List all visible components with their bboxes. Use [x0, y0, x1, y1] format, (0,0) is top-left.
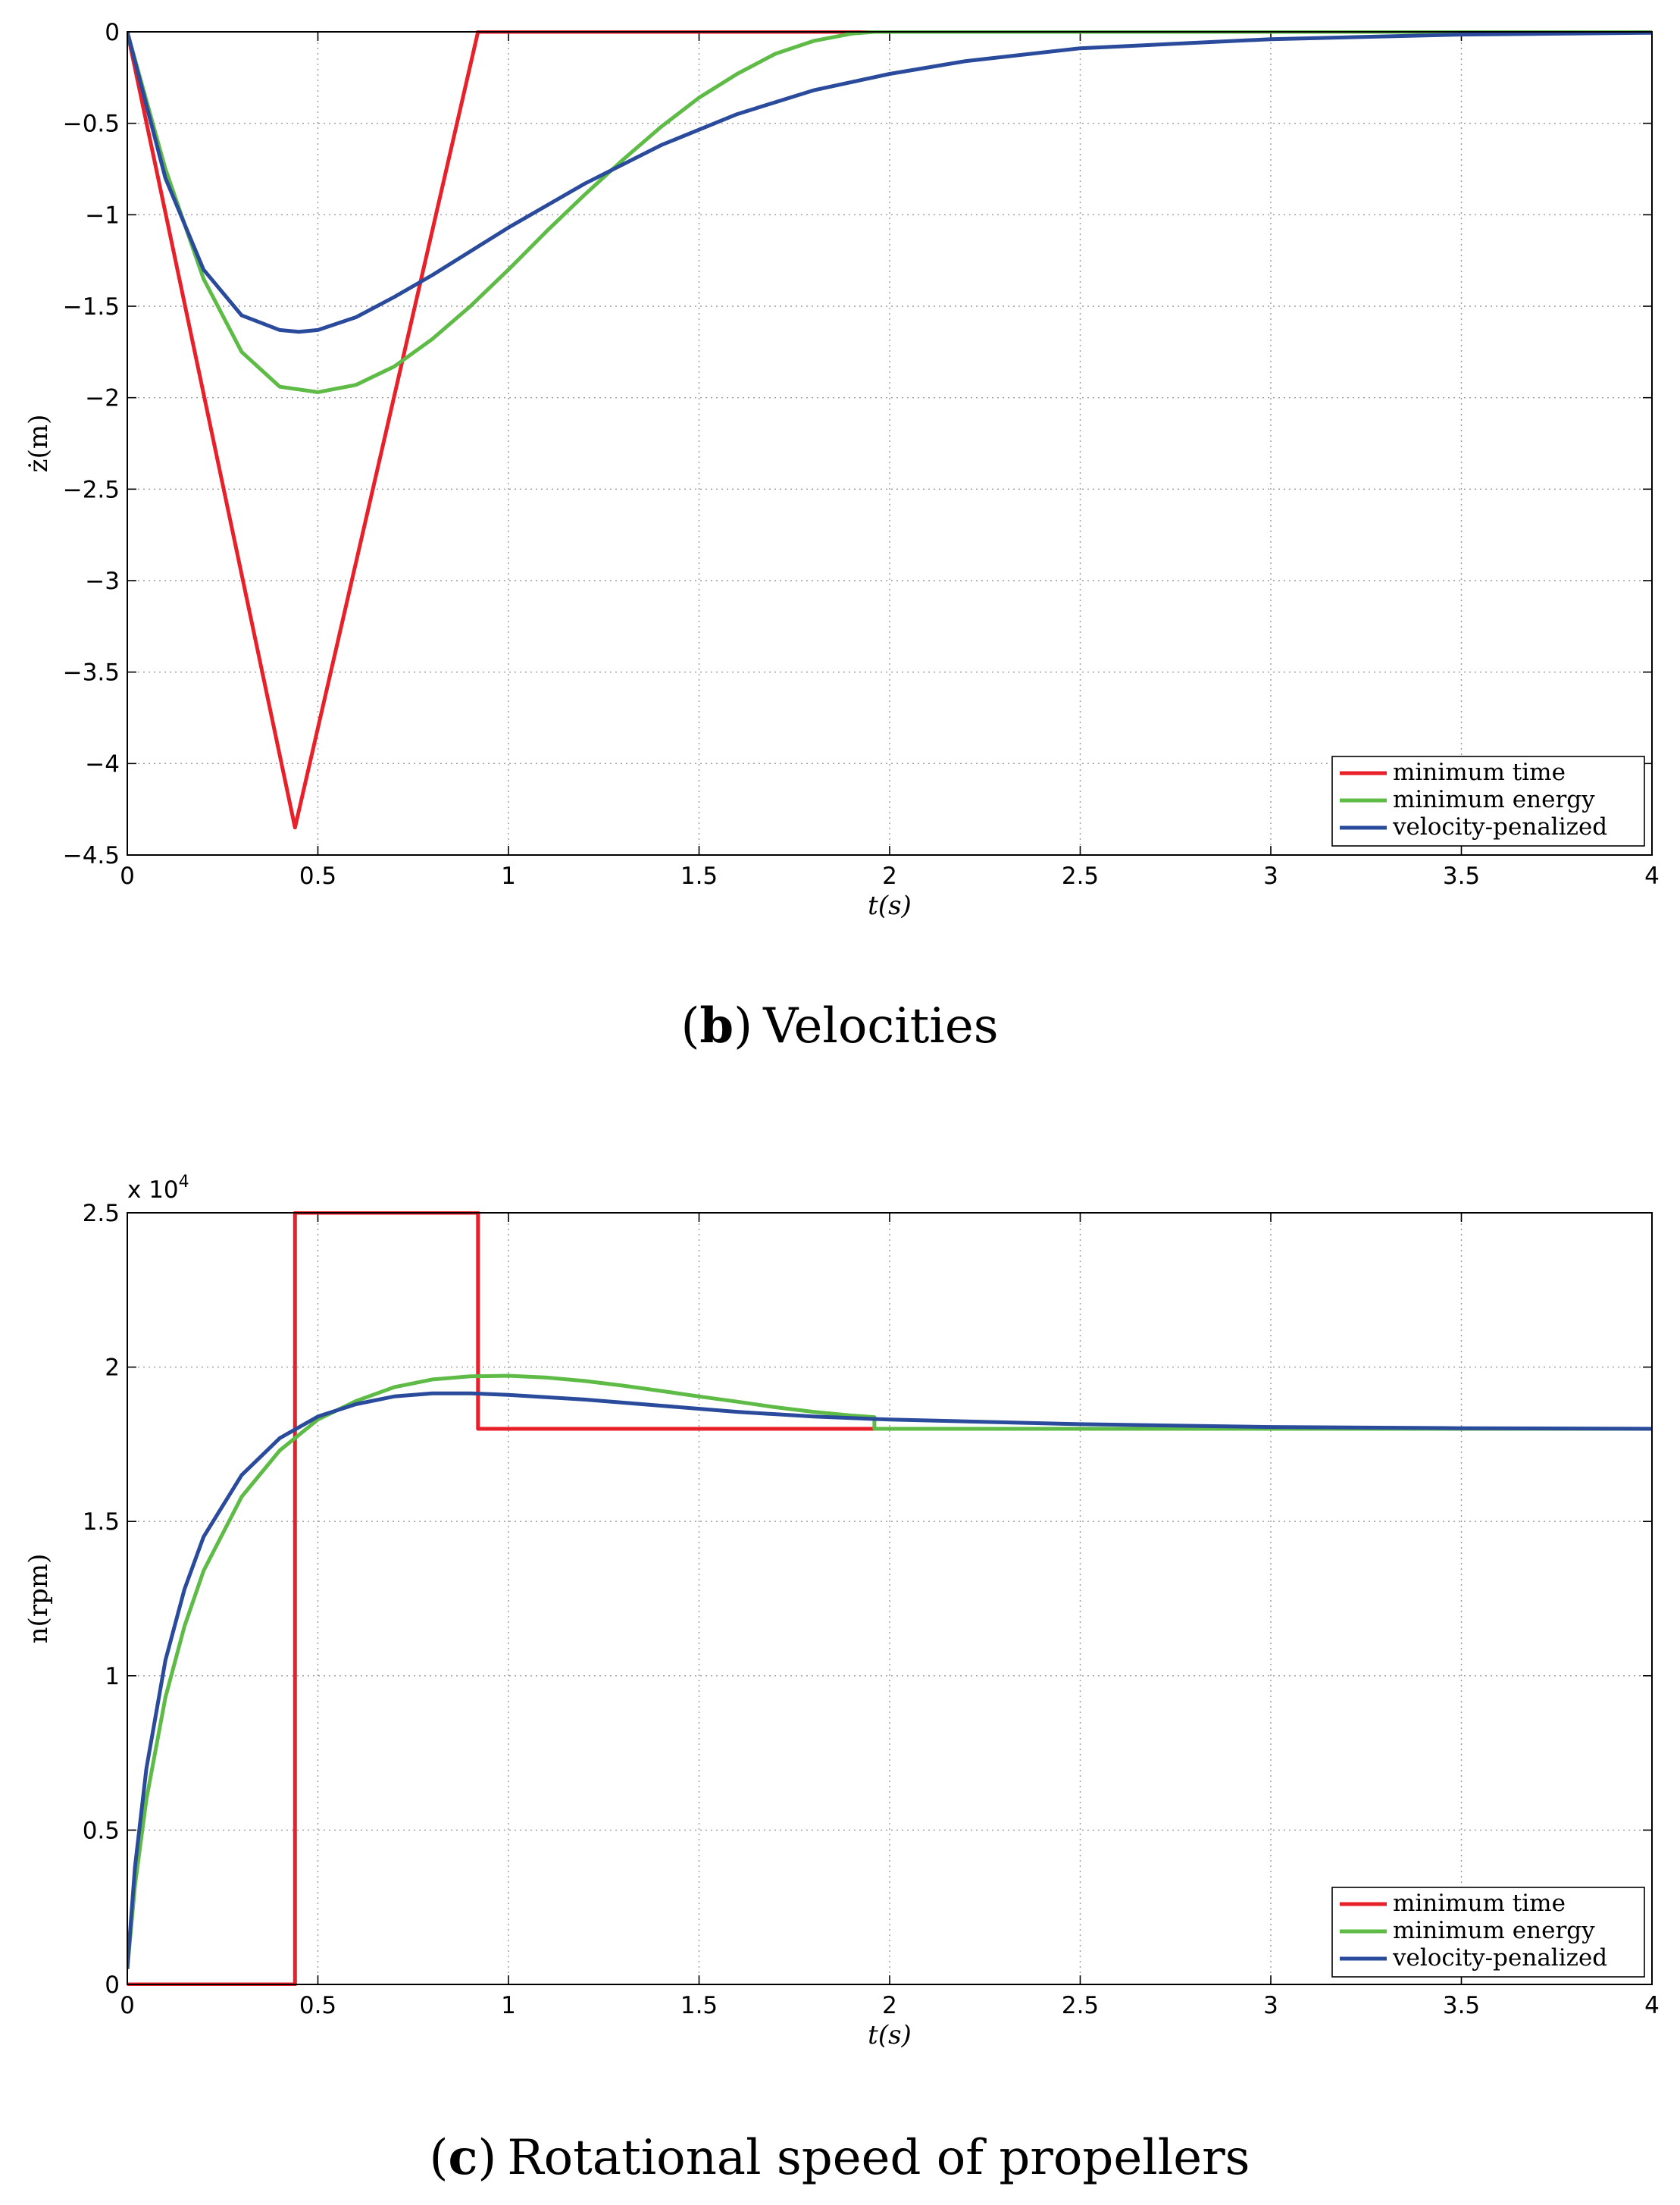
y-tick-label: 1 — [105, 1663, 120, 1690]
y-tick-label: 0.5 — [83, 1817, 120, 1844]
x-tick-label: 2.5 — [1062, 863, 1099, 890]
x-tick-label: 0.5 — [299, 863, 336, 890]
caption-b-letter: b — [699, 998, 734, 1054]
rotational-speed-chart: 0 0.5 1 1.5 2 2.5 3 3.5 4 0 0.5 1 1.5 2 2.5 x 104 t(s) n(… — [23, 1173, 1660, 2050]
legend-entry: minimum energy — [1393, 786, 1595, 813]
y-tick-label: −2.5 — [63, 476, 120, 503]
axes-frame — [127, 31, 1653, 856]
y-tick-label: −4.5 — [63, 842, 120, 869]
velocity-chart: 0 0.5 1 1.5 2 2.5 3 3.5 4 0 −0.5 −1 −1.5 −2 −2.5 −3 −3.5… — [23, 19, 1660, 921]
series-line-minimum-energy — [127, 1373, 1652, 1969]
y-tick-label: −4 — [85, 750, 120, 778]
caption-rotational-speed: (c) Rotational speed of propellers — [429, 2129, 1250, 2186]
caption-c-title: Rotational speed of propellers — [507, 2130, 1250, 2186]
y-exponent-label: x 104 — [127, 1173, 189, 1204]
x-tick-label: 4 — [1644, 863, 1660, 890]
y-tick-label: −2 — [85, 385, 120, 412]
x-tick-label: 3.5 — [1443, 1992, 1480, 2019]
plot-area — [127, 1213, 1652, 1984]
caption-c-letter: c — [448, 2129, 477, 2186]
caption-b-close: ) — [734, 998, 752, 1054]
y-tick-label: −1 — [85, 202, 120, 229]
series-line-velocity-penalized — [127, 1391, 1652, 1969]
caption-velocities: (b) Velocities — [680, 998, 998, 1054]
y-tick-label: 0 — [105, 1972, 120, 1999]
legend-entry: minimum energy — [1393, 1917, 1595, 1944]
x-tick-label: 2.5 — [1062, 1992, 1099, 2019]
x-tick-label: 1 — [501, 863, 516, 890]
x-tick-label: 1 — [501, 1992, 516, 2019]
caption-b-title: Velocities — [762, 998, 998, 1054]
legend-entry: minimum time — [1393, 1890, 1566, 1917]
y-axis-label: n(rpm) — [23, 1554, 54, 1644]
x-tick-label: 0.5 — [299, 1992, 336, 2019]
x-tick-label: 0 — [120, 1992, 135, 2019]
y-tick-label: −0.5 — [63, 111, 120, 138]
y-axis-label: ż(m) — [23, 415, 54, 473]
y-tick-label: −3 — [85, 568, 120, 595]
y-tick-label: 1.5 — [83, 1508, 120, 1536]
x-tick-label: 2 — [882, 863, 897, 890]
x-tick-label: 3 — [1263, 863, 1278, 890]
y-tick-label: −1.5 — [63, 293, 120, 321]
legend-entry: velocity-penalized — [1392, 1944, 1607, 1972]
x-axis-label: t(s) — [868, 2020, 912, 2050]
y-tick-label: 0 — [105, 19, 120, 46]
x-tick-label: 1.5 — [680, 1992, 718, 2019]
x-tick-label: 0 — [120, 863, 135, 890]
y-exponent-power: 4 — [179, 1173, 189, 1192]
caption-c-open: ( — [429, 2130, 448, 2186]
x-tick-label: 3 — [1263, 1992, 1278, 2019]
legend-entry: velocity-penalized — [1392, 813, 1607, 841]
caption-b-open: ( — [680, 998, 699, 1054]
y-tick-label: 2 — [105, 1355, 120, 1382]
x-tick-label: 4 — [1644, 1992, 1660, 2019]
axes-frame — [127, 1212, 1653, 1985]
y-tick-label: 2.5 — [83, 1200, 120, 1227]
legend-entry: minimum time — [1393, 759, 1566, 786]
x-tick-label: 3.5 — [1443, 863, 1480, 890]
caption-c-close: ) — [477, 2130, 496, 2186]
x-axis-label: t(s) — [868, 891, 912, 921]
x-tick-label: 2 — [882, 1992, 897, 2019]
y-tick-label: −3.5 — [63, 659, 120, 687]
series-line-velocity-penalized — [127, 30, 1652, 334]
x-tick-label: 1.5 — [680, 863, 718, 890]
